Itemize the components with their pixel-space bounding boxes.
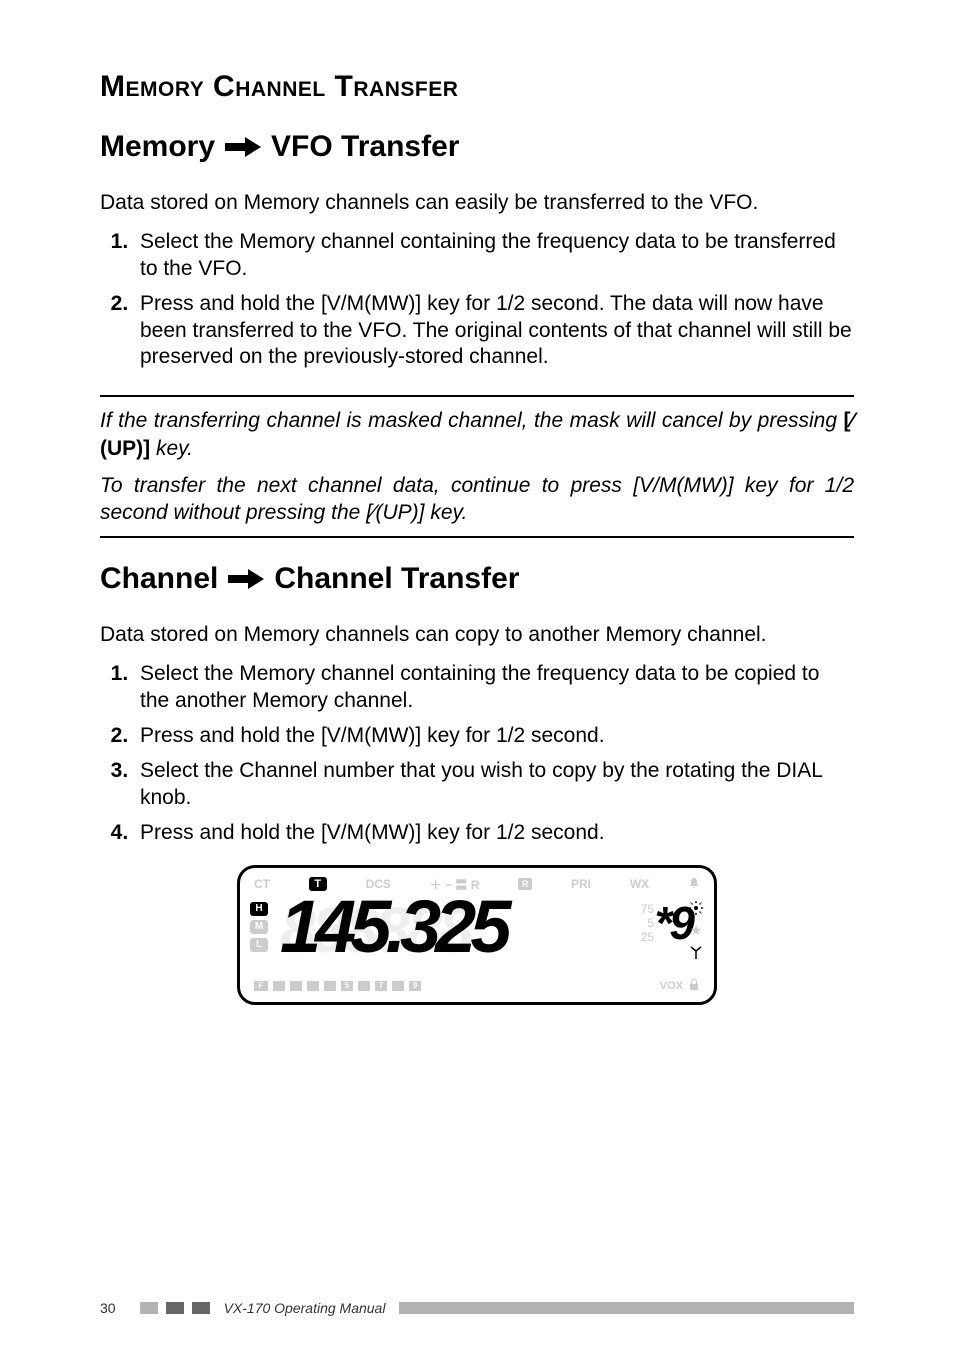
lock-icon xyxy=(688,979,700,994)
lcd-bottom-row: F 5 7 9 VOX xyxy=(254,979,700,994)
lcd-meter-seg xyxy=(273,981,285,991)
list-item: Select the Memory channel containing the… xyxy=(134,229,854,283)
lcd-meter-7: 7 xyxy=(375,981,387,991)
lcd-meter-seg xyxy=(392,981,404,991)
rule-top xyxy=(100,395,854,397)
lcd-pri-icon: PRI xyxy=(571,877,591,891)
section1-heading: Memory VFO Transfer xyxy=(100,130,854,164)
stripe-3 xyxy=(192,1302,210,1314)
section2-intro: Data stored on Memory channels can copy … xyxy=(100,622,854,649)
lcd-meter-seg xyxy=(358,981,370,991)
lcd-meter-9: 9 xyxy=(409,981,421,991)
lcd-meter-5: 5 xyxy=(341,981,353,991)
section2-steps: Select the Memory channel containing the… xyxy=(100,661,854,846)
lcd-meter-seg xyxy=(307,981,319,991)
page-footer: 30 VX-170 Operating Manual xyxy=(0,1300,954,1316)
stripe-2 xyxy=(166,1302,184,1314)
list-item: Select the Channel number that you wish … xyxy=(134,758,854,812)
list-item: Press and hold the [V/M(MW)] key for 1/2… xyxy=(134,820,854,847)
antenna-icon xyxy=(689,945,703,959)
arrow-right-icon xyxy=(225,136,261,158)
lcd-small-col: 75 5 25 xyxy=(641,902,654,945)
lcd-right-icons: ★ xyxy=(688,900,704,959)
lcd-meter-seg xyxy=(290,981,302,991)
section1-heading-pre: Memory xyxy=(100,130,215,164)
section2-heading-pre: Channel xyxy=(100,562,218,596)
footer-model: VX-170 Operating Manual xyxy=(224,1300,386,1316)
note-line2: To transfer the next channel data, conti… xyxy=(100,472,854,527)
note-line1-suffix: key. xyxy=(156,437,193,460)
section1-heading-post: VFO Transfer xyxy=(271,130,459,164)
lcd-display: CT T DCS ＋ − 〓 R R PRI WX H M L 888888 1… xyxy=(237,865,717,1005)
lcd-channel: *9 xyxy=(655,896,692,950)
lcd-power-m: M xyxy=(250,920,268,934)
list-item: Press and hold the [V/M(MW)] key for 1/2… xyxy=(134,291,854,372)
lcd-frequency: 145.325 xyxy=(280,890,506,964)
lcd-wx-icon: WX xyxy=(630,877,649,891)
lcd-figure: CT T DCS ＋ − 〓 R R PRI WX H M L 888888 1… xyxy=(100,865,854,1005)
lcd-small-5: 5 xyxy=(641,916,654,930)
lcd-small-25: 25 xyxy=(641,930,654,944)
lcd-ct-icon: CT xyxy=(254,877,270,891)
lcd-r-badge: R xyxy=(518,878,532,890)
lcd-bell-icon xyxy=(688,877,700,892)
note-line1-prefix: If the transferring channel is masked ch… xyxy=(100,409,837,432)
star-icon: ★ xyxy=(690,922,703,939)
footer-trail xyxy=(399,1302,854,1314)
lcd-meter-seg xyxy=(324,981,336,991)
section2-heading-post: Channel Transfer xyxy=(274,562,519,596)
lcd-power-h: H xyxy=(250,902,268,916)
lcd-vox-icon: VOX xyxy=(660,980,683,992)
lcd-small-75: 75 xyxy=(641,902,654,916)
lcd-left-col: H M L xyxy=(250,902,268,952)
section2-heading: Channel Channel Transfer xyxy=(100,562,854,596)
lcd-f-badge: F xyxy=(254,981,268,991)
stripe-1 xyxy=(140,1302,158,1314)
note-block: If the transferring channel is masked ch… xyxy=(100,395,854,538)
busy-icon xyxy=(688,900,704,916)
list-item: Press and hold the [V/M(MW)] key for 1/2… xyxy=(134,723,854,750)
footer-stripes xyxy=(140,1302,210,1314)
note-line1: If the transferring channel is masked ch… xyxy=(100,407,854,462)
list-item: Select the Memory channel containing the… xyxy=(134,661,854,715)
arrow-right-icon xyxy=(228,568,264,590)
section1-intro: Data stored on Memory channels can easil… xyxy=(100,190,854,217)
rule-bottom xyxy=(100,536,854,538)
section1-steps: Select the Memory channel containing the… xyxy=(100,229,854,371)
page-title: Memory Channel Transfer xyxy=(100,70,854,104)
page-number: 30 xyxy=(100,1300,116,1316)
lcd-power-l: L xyxy=(250,938,268,952)
